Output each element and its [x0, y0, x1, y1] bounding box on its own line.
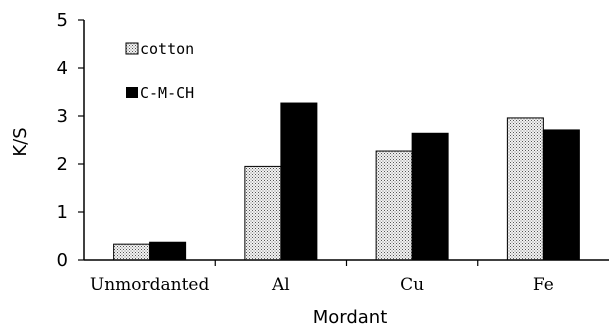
bar-c-m-ch-al — [280, 102, 318, 261]
x-axis-title: Mordant — [313, 307, 388, 327]
bar-cotton-fe — [506, 117, 544, 261]
legend-swatch-c-m-ch — [126, 87, 138, 98]
legend-swatch-cotton — [125, 42, 139, 55]
y-tick-label: 4 — [57, 58, 68, 79]
y-tick-label: 3 — [57, 106, 68, 127]
legend-label-c-m-ch: C-M-CH — [140, 84, 194, 102]
bar-c-m-ch-fe — [542, 129, 580, 261]
y-tick-label: 0 — [57, 250, 68, 271]
x-category-labels: Unmordanted Al Cu Fe — [90, 275, 554, 295]
bar-c-m-ch-unmordanted — [149, 241, 187, 261]
x-category-label: Al — [271, 275, 290, 295]
y-tick-label: 2 — [57, 154, 68, 175]
axes — [83, 20, 609, 266]
x-category-label: Fe — [533, 275, 554, 295]
legend-label-cotton: cotton — [140, 40, 194, 58]
legend: cotton C-M-CH — [125, 40, 194, 102]
x-category-label: Cu — [400, 275, 424, 295]
bar-cotton-unmordanted — [113, 243, 151, 261]
bar-c-m-ch-cu — [411, 132, 449, 261]
y-tick-label: 5 — [57, 10, 68, 31]
y-axis-title: K/S — [10, 127, 31, 156]
bar-cotton-cu — [375, 150, 413, 261]
x-category-label: Unmordanted — [90, 275, 210, 295]
y-ticks: 0 1 2 3 4 5 — [57, 10, 84, 271]
bar-cotton-al — [244, 165, 282, 261]
y-tick-label: 1 — [57, 202, 68, 223]
bars — [113, 102, 580, 261]
